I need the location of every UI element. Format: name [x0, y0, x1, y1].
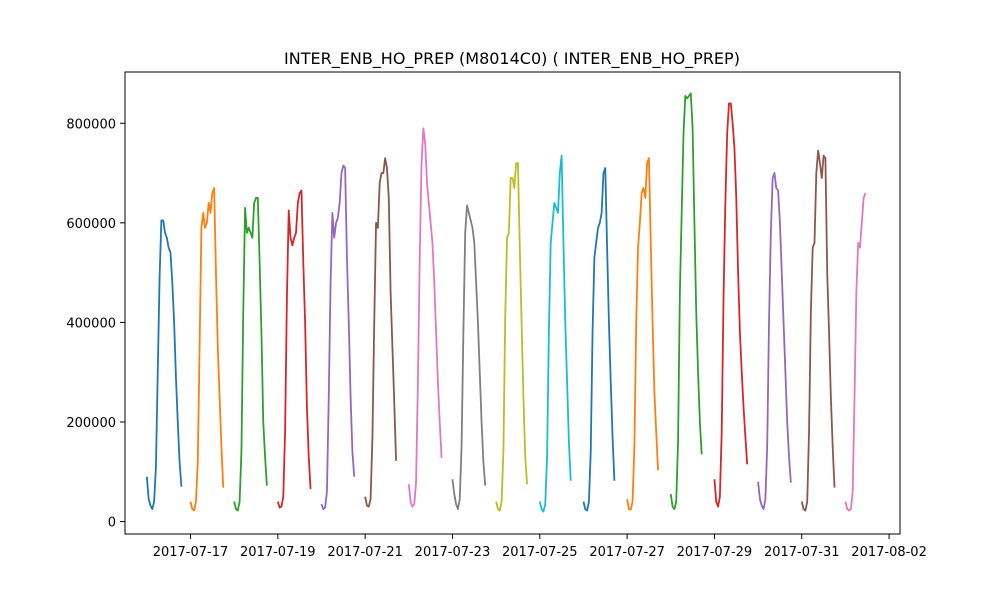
series-line-2017-08-01 [844, 192, 867, 512]
x-tick-label: 2017-07-17 [153, 545, 229, 560]
series-line-2017-07-18 [233, 197, 268, 512]
y-tick-label: 600000 [66, 217, 116, 232]
series-line-2017-07-26 [582, 167, 616, 512]
y-tick-label: 200000 [66, 416, 116, 431]
chart-title: INTER_ENB_HO_PREP (M8014C0) ( INTER_ENB_… [284, 49, 740, 69]
x-tick-label: 2017-07-29 [677, 545, 753, 560]
series-lines [145, 92, 867, 513]
y-tick-label: 0 [108, 516, 116, 531]
x-tick-label: 2017-07-23 [415, 545, 491, 560]
x-tick-label: 2017-07-21 [327, 545, 403, 560]
axes: 2017-07-17 2017-07-19 2017-07-21 2017-07-23… [66, 117, 927, 560]
x-tick-label: 2017-07-27 [589, 545, 665, 560]
series-line-2017-07-23 [451, 204, 487, 511]
series-line-2017-07-19 [276, 189, 312, 509]
series-line-2017-07-27 [626, 157, 659, 511]
x-tick-label: 2017-07-19 [240, 545, 316, 560]
series-line-2017-07-22 [407, 127, 443, 508]
plot-frame [124, 71, 901, 535]
y-tick-label: 800000 [66, 117, 116, 132]
series-line-2017-07-25 [538, 154, 572, 513]
x-tick-label: 2017-07-31 [764, 545, 840, 560]
y-tick-label: 400000 [66, 316, 116, 331]
series-line-2017-07-30 [757, 172, 792, 511]
series-line-2017-07-29 [713, 102, 749, 508]
series-line-2017-07-24 [495, 162, 528, 512]
series-line-2017-07-20 [320, 164, 356, 511]
series-line-2017-07-21 [364, 157, 397, 508]
x-tick-label: 2017-07-25 [502, 545, 578, 560]
x-tick-label: 2017-08-02 [851, 545, 927, 560]
series-line-2017-07-31 [800, 149, 836, 512]
series-line-2017-07-16 [145, 219, 183, 511]
series-line-2017-07-28 [669, 92, 703, 511]
series-line-2017-07-17 [189, 187, 225, 512]
